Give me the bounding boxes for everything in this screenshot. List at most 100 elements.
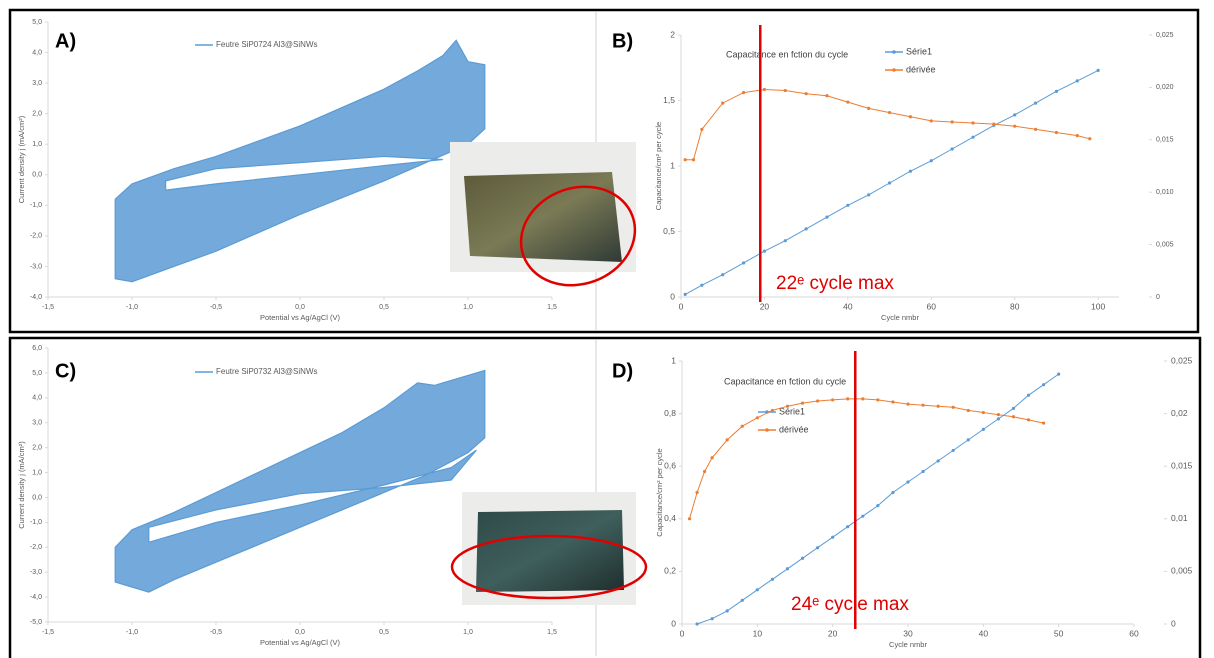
x-tick-label: 1,0 [463,304,473,311]
panel-label: B) [612,30,633,52]
y2-tick-label: 0 [1156,294,1160,301]
legend-label: Série1 [779,406,805,416]
panel-label: C) [55,360,76,382]
y-tick-label: 3,0 [32,80,42,87]
x-tick-label: 0,0 [295,304,305,311]
x-tick-label: 50 [1054,628,1064,638]
panel-label: D) [612,360,633,382]
y-tick-label: -1,0 [30,202,42,209]
x-tick-label: 1,5 [547,304,557,311]
x-tick-label: 20 [760,301,770,311]
y-tick-label: 0,2 [664,566,676,576]
data-point [721,101,725,105]
legend-marker [765,428,769,432]
data-point [695,490,699,495]
y-tick-label: 2,0 [32,111,42,118]
data-point [683,292,687,296]
y2-tick-label: 0,025 [1156,32,1174,39]
x-tick-label: 0,5 [379,629,389,636]
data-point [1088,137,1092,141]
data-point [741,261,746,265]
data-point [891,490,895,495]
data-point [1026,418,1031,422]
data-point [710,456,714,460]
x-tick-label: -1,0 [126,304,138,311]
x-tick-label: 40 [843,301,853,311]
data-point [700,283,704,287]
x-tick-label: 60 [1129,628,1139,638]
y-tick-label: 2 [670,29,675,39]
data-point [908,169,913,173]
data-point [785,404,790,408]
highlight-ellipse [519,185,637,287]
y2-tick-label: 0,01 [1171,513,1188,523]
data-point [951,448,955,453]
data-point [887,181,892,185]
annotation: 22ᵉ cycle max [776,273,894,294]
data-point [740,424,744,428]
y-axis-title: Current density j (mA/cm²) [17,441,26,529]
y-tick-label: 0,0 [32,172,42,179]
data-point [1054,89,1059,93]
x-axis-title: Cycle nmbr [881,313,919,322]
highlight-ellipse [450,534,648,600]
legend-marker [892,68,896,72]
chart: -1,5 -1,0 -0,5 0,0 0,5 1,0 1,5 -5,0 -4,0 -3,0 -2,0… [17,345,557,647]
photos [450,142,648,605]
x-axis-title: Cycle nmbr [889,640,927,649]
data-point [861,514,865,518]
data-point [725,438,729,442]
x-tick-label: -1,5 [42,304,54,311]
y2-tick-label: 0,025 [1171,355,1193,365]
y2-tick-label: 0,015 [1171,460,1193,470]
y-tick-label: -1,0 [30,519,42,526]
data-point [687,517,692,521]
x-tick-label: -0,5 [210,304,222,311]
data-point [906,402,910,406]
data-point [929,159,933,163]
data-point [804,92,808,96]
data-point [971,135,975,139]
legend-label: Feutre SiP0724 Al3@SiNWs [216,40,318,49]
y-tick-label: 0,6 [664,460,676,470]
data-point [1075,79,1079,83]
y-tick-label: 4,0 [32,49,42,56]
data-point [816,399,820,403]
y-tick-label: 0 [671,618,676,628]
chart: -1,5 -1,0 -0,5 0,0 0,5 1,0 1,5 -4,0 -3,0 -2,0 -1,0… [17,19,557,322]
y-tick-label: 5,0 [32,370,42,377]
panel-frame [8,336,1202,658]
data-point [800,556,805,560]
y-axis-title: Capacitance/cm² per cycle [654,122,663,210]
data-point [921,403,925,407]
data-point [725,609,729,613]
data-point [846,525,850,529]
data-point [951,405,955,409]
data-point [867,193,871,197]
data-point [992,122,996,126]
data-point [831,535,835,539]
data-point [683,158,687,162]
data-point [831,398,835,402]
y2-tick-label: 0,020 [1156,84,1174,91]
legend-marker [892,50,896,54]
data-point [1026,393,1031,397]
x-tick-label: 60 [927,301,937,311]
y-tick-label: 0 [670,291,675,301]
data-point [887,110,892,115]
data-point [966,408,970,413]
data-point [783,88,787,93]
y2-tick-label: 0,010 [1156,189,1174,196]
photo-sample [476,510,624,592]
data-point [929,119,933,123]
y2-tick-label: 0,02 [1171,408,1188,418]
y-tick-label: -3,0 [30,263,42,270]
chart: 0 10 20 30 40 50 6000,20,40,60,8100,0050,010,0… [612,351,1193,649]
data-point [804,227,808,231]
y-tick-label: 4,0 [32,395,42,402]
data-point [721,273,725,277]
legend-label: Série1 [906,46,932,56]
y-tick-label: 3,0 [32,420,42,427]
y-tick-label: -2,0 [30,544,42,551]
data-point [1033,101,1038,105]
